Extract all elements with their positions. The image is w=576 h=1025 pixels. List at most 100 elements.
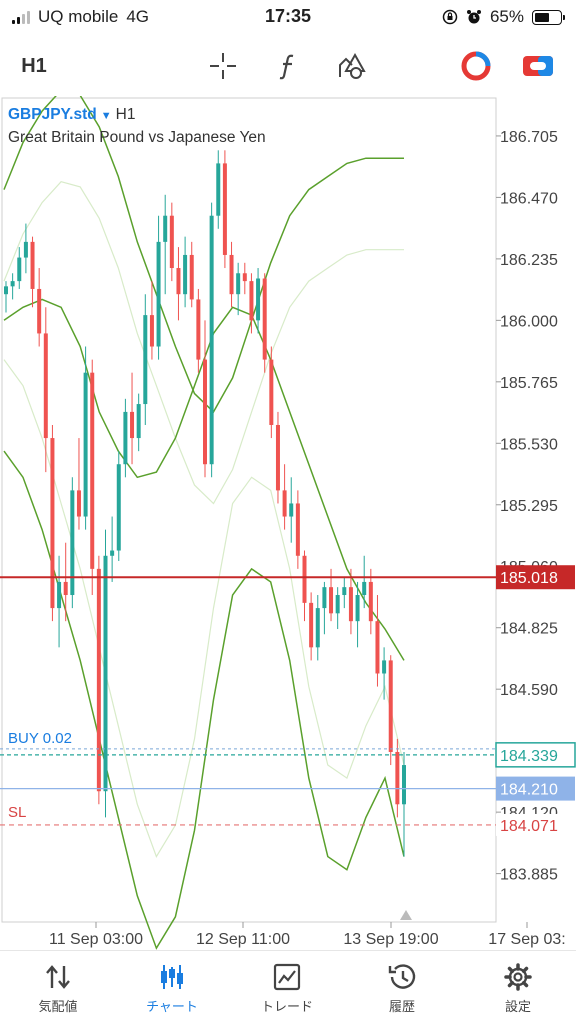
settings-gear-icon xyxy=(504,963,532,991)
time-axis-label: 13 Sep 19:00 xyxy=(343,931,438,948)
plot-frame xyxy=(1,97,497,923)
signal-icon xyxy=(12,10,30,24)
candle-body xyxy=(368,581,373,622)
candle-body xyxy=(315,608,320,648)
candle-body xyxy=(342,587,347,596)
carrier-name: UQ mobile xyxy=(38,7,119,26)
symbol-dropdown-icon[interactable]: ▼ xyxy=(100,110,112,122)
candle-body xyxy=(96,568,101,792)
price-axis-label: 186.705 xyxy=(500,129,558,146)
candle-body xyxy=(163,215,168,242)
chart-toolbar: H1 xyxy=(0,40,576,92)
candle-body xyxy=(362,581,367,596)
one-click-trading-button[interactable] xyxy=(518,48,558,84)
price-axis-label: 183.885 xyxy=(500,867,558,884)
candle-body xyxy=(275,424,280,491)
candle-body xyxy=(322,587,327,609)
candle-body xyxy=(103,555,108,792)
candle-body xyxy=(143,315,148,405)
candle-body xyxy=(10,281,15,287)
tab-trade[interactable]: トレード xyxy=(237,961,337,1021)
candle-body xyxy=(83,372,88,517)
stop-loss-label: SL xyxy=(8,804,26,821)
candle-body xyxy=(130,411,135,439)
candle-body xyxy=(229,254,234,295)
candle-body xyxy=(388,660,393,752)
candle-body xyxy=(196,299,201,360)
status-left: UQ mobile 4G xyxy=(12,7,149,27)
bollinger-inner-upper xyxy=(3,181,404,505)
price-axis-label: 184.825 xyxy=(500,621,558,638)
price-axis-label: 185.530 xyxy=(500,436,558,453)
candle-body xyxy=(295,503,300,556)
timeframe-button[interactable]: H1 xyxy=(21,54,47,77)
price-chart[interactable]: 186.705 186.470 186.235 186.000 185.765 185.5… xyxy=(0,96,576,950)
symbol-header[interactable]: GBPJPY.std ▼ H1 xyxy=(8,106,135,124)
candle-body xyxy=(116,464,121,551)
tab-history[interactable]: 履歴 xyxy=(352,961,452,1021)
trade-history-toggle-icon xyxy=(461,51,491,81)
buy-price-tag: 184.339 xyxy=(500,748,558,765)
candle-body xyxy=(375,621,380,674)
symbol-name[interactable]: GBPJPY.std xyxy=(8,106,97,123)
candle-body xyxy=(169,215,174,269)
tab-trade-label: トレード xyxy=(260,999,313,1014)
candle-body xyxy=(382,660,387,674)
price-axis-label: 185.295 xyxy=(500,498,558,515)
crosshair-button[interactable] xyxy=(203,48,243,84)
tab-quotes-label: 気配値 xyxy=(38,999,78,1014)
price-axis-label: 186.470 xyxy=(500,190,558,207)
candle-body xyxy=(302,555,307,603)
chart-canvas[interactable]: 186.705 186.470 186.235 186.000 185.765 185.5… xyxy=(0,96,576,950)
buy-position-label: BUY 0.02 xyxy=(8,730,72,747)
crosshair-icon xyxy=(210,53,236,79)
symbol-timeframe: H1 xyxy=(115,106,136,123)
candle-body xyxy=(4,286,8,295)
battery-icon xyxy=(532,9,565,25)
objects-icon xyxy=(339,52,366,79)
candle-body xyxy=(57,581,62,609)
alarm-icon xyxy=(466,10,481,24)
status-bar: UQ mobile 4G 17:35 65% xyxy=(0,0,576,36)
price-axis-label: 185.765 xyxy=(500,375,558,392)
one-click-trading-icon xyxy=(523,56,553,76)
trade-history-toggle-button[interactable] xyxy=(456,48,496,84)
price-axis-label: 186.000 xyxy=(500,313,558,330)
objects-button[interactable] xyxy=(332,48,372,84)
tab-settings[interactable]: 設定 xyxy=(468,961,568,1021)
candle-body xyxy=(63,581,68,596)
candle-body xyxy=(156,241,161,347)
candle-body xyxy=(23,241,28,258)
candle-body xyxy=(37,288,42,334)
bid-price-tag: 185.018 xyxy=(500,570,558,587)
indicators-button[interactable] xyxy=(268,48,308,84)
bid-price-tag-bg xyxy=(496,565,575,590)
quotes-arrows-icon xyxy=(46,965,70,989)
time-axis-label: 11 Sep 03:00 xyxy=(49,931,143,948)
tab-history-label: 履歴 xyxy=(388,999,415,1014)
rotation-lock-icon xyxy=(442,9,458,25)
tab-chart[interactable]: チャート xyxy=(122,961,222,1021)
candle-body xyxy=(236,273,241,295)
candle-body xyxy=(70,490,75,596)
candle-body xyxy=(348,587,353,622)
candle-body xyxy=(176,268,181,295)
battery-percent: 65% xyxy=(489,7,524,26)
candle-body xyxy=(402,765,406,805)
candle-body xyxy=(242,273,247,282)
tab-quotes[interactable]: 気配値 xyxy=(8,961,108,1021)
buy-price-tag-bg xyxy=(495,742,576,768)
candle-body xyxy=(203,359,207,465)
time-axis-label: 17 Sep 03: xyxy=(488,931,565,948)
history-clock-icon xyxy=(388,964,416,989)
candle-body xyxy=(43,333,48,439)
candle-body xyxy=(76,490,81,517)
candle-body xyxy=(136,404,141,439)
candle-body xyxy=(17,257,22,282)
candle-body xyxy=(90,372,95,569)
trade-chart-icon xyxy=(273,963,301,991)
chart-shift-marker xyxy=(400,910,412,920)
tab-chart-label: チャート xyxy=(146,999,198,1014)
candle-body xyxy=(249,281,254,321)
sl-price-tag-bg xyxy=(496,813,575,836)
